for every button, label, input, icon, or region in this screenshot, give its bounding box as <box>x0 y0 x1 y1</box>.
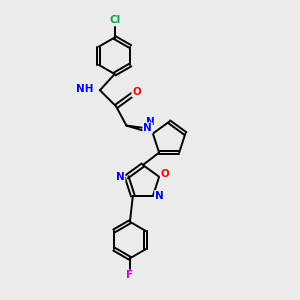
Text: N: N <box>146 117 154 127</box>
Text: Cl: Cl <box>109 15 120 26</box>
Text: F: F <box>126 270 134 280</box>
Text: NH: NH <box>76 84 94 94</box>
Text: O: O <box>161 169 170 179</box>
Text: N: N <box>155 191 164 201</box>
Text: N: N <box>143 123 152 133</box>
Text: N: N <box>116 172 124 182</box>
Text: O: O <box>132 87 141 97</box>
